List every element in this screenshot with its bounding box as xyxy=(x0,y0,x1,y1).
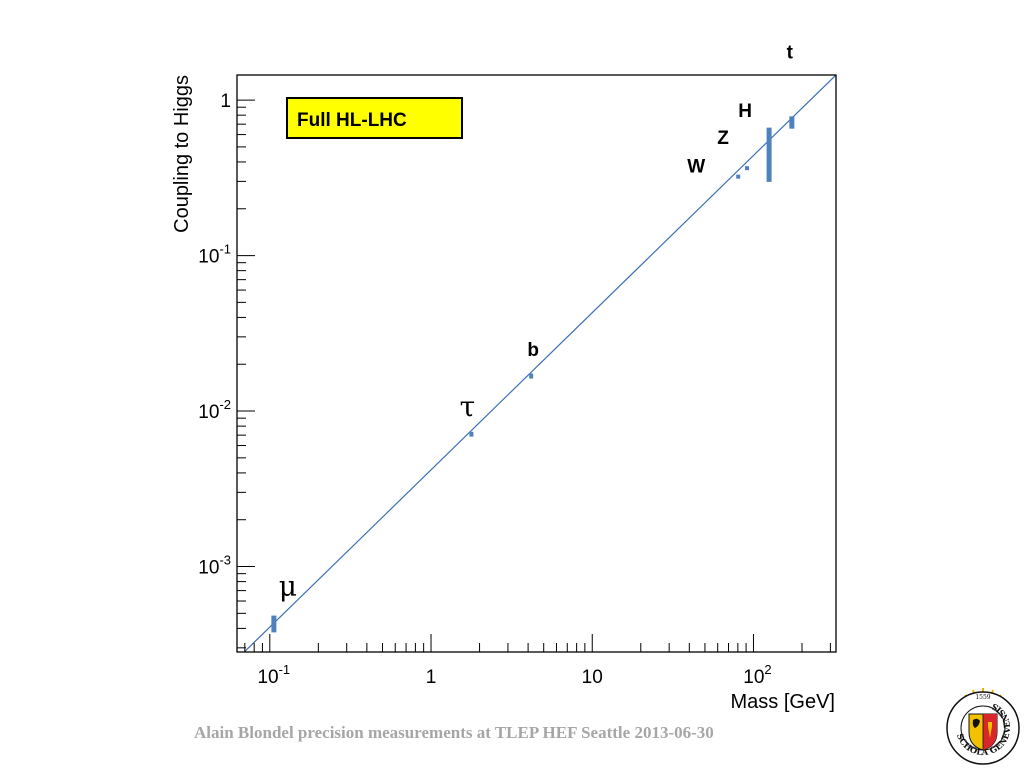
data-point-μ xyxy=(271,615,277,633)
x-tick-label: 102 xyxy=(743,662,771,688)
legend-box-text: Full HL-LHC xyxy=(297,110,407,131)
y-axis-title: Coupling to Higgs xyxy=(171,75,193,233)
x-tick-label: 10-1 xyxy=(257,662,290,688)
legend-box: Full HL-LHC xyxy=(286,97,463,139)
point-label: μ xyxy=(279,570,297,603)
point-label: τ xyxy=(460,390,476,423)
data-point-Z xyxy=(745,166,750,171)
x-axis-title: Mass [GeV] xyxy=(731,691,835,713)
data-point-b xyxy=(529,373,534,379)
y-tick-label: 10-1 xyxy=(198,242,231,268)
plot-frame xyxy=(236,74,837,653)
x-tick-label: 1 xyxy=(426,667,437,688)
data-point-H xyxy=(766,127,772,182)
university-seal-icon: SCHOLA GENEVENSIS 1559 xyxy=(946,688,1020,765)
y-tick-label: 10-2 xyxy=(198,397,231,423)
seal-top-text: 1559 xyxy=(975,694,990,701)
point-label: H xyxy=(738,101,752,122)
point-label: t xyxy=(787,42,794,63)
data-point-τ xyxy=(469,431,474,437)
data-point-W xyxy=(736,174,741,179)
y-tick-label: 10-3 xyxy=(198,553,231,579)
x-tick-label: 10 xyxy=(582,667,603,688)
seal-shield xyxy=(968,713,998,751)
point-label: b xyxy=(527,340,539,361)
point-label: Z xyxy=(717,128,729,149)
data-point-t xyxy=(789,116,795,129)
footer-text: Alain Blondel precision measurements at … xyxy=(194,723,714,742)
plot-layer xyxy=(236,74,837,653)
reference-line xyxy=(243,75,836,652)
point-label: W xyxy=(687,156,705,177)
y-tick-label: 1 xyxy=(220,91,231,112)
tick-layer: 10-1 1 10 102 1 10-1 10-2 10-3 xyxy=(198,91,831,688)
